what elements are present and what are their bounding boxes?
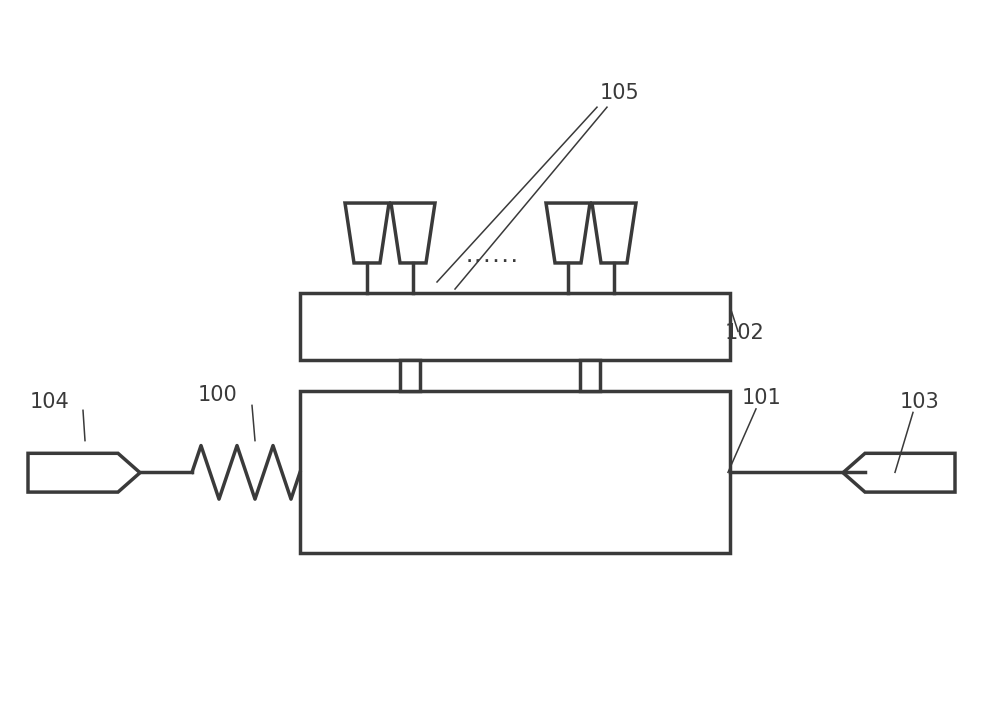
Text: 101: 101	[742, 388, 782, 408]
Text: 105: 105	[600, 83, 640, 103]
Bar	[580, 360, 600, 391]
Polygon shape	[592, 203, 636, 263]
Polygon shape	[345, 203, 389, 263]
Text: 102: 102	[725, 323, 765, 343]
Bar	[300, 391, 730, 553]
Text: 100: 100	[198, 385, 238, 405]
Text: 104: 104	[30, 392, 70, 412]
Bar	[300, 293, 730, 360]
Polygon shape	[843, 453, 955, 492]
Bar	[400, 360, 420, 391]
Text: ......: ......	[465, 250, 519, 265]
Polygon shape	[28, 453, 140, 492]
Polygon shape	[546, 203, 590, 263]
Text: 103: 103	[900, 392, 940, 412]
Polygon shape	[391, 203, 435, 263]
